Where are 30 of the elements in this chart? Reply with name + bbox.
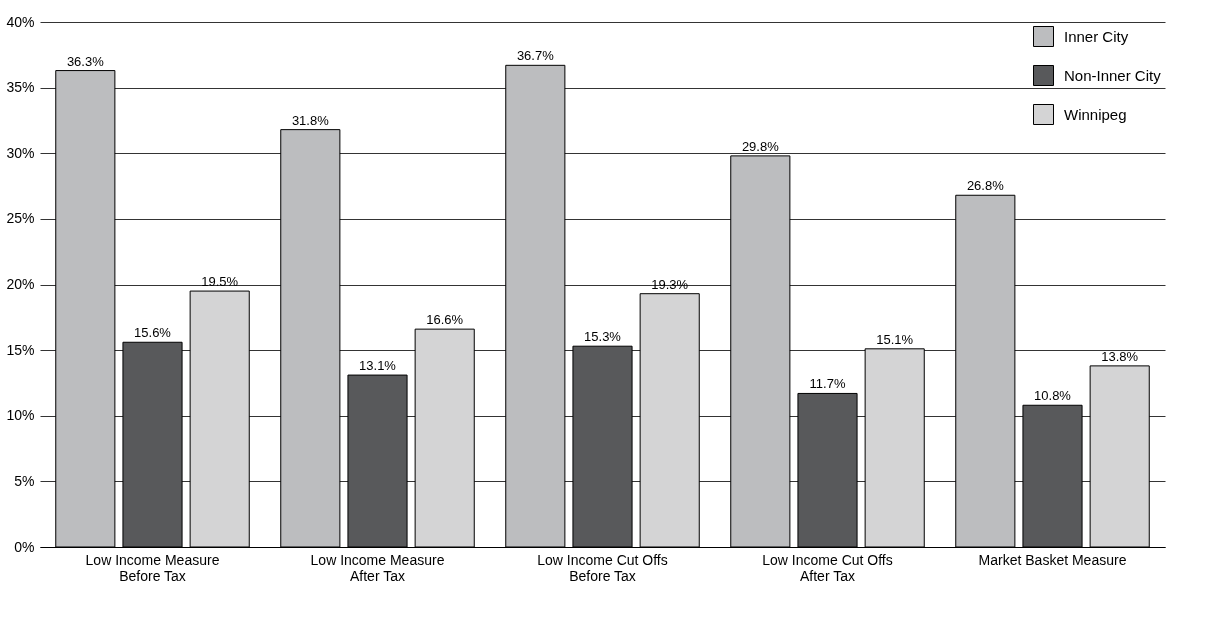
data-label: 36.7% [516, 48, 555, 64]
data-label: 16.6% [426, 312, 464, 328]
y-tick-label: 35% [6, 79, 35, 96]
x-tick-label: Market Basket Measure [978, 551, 1127, 568]
y-tick-label: 40% [6, 13, 35, 30]
y-tick-label: 25% [6, 210, 35, 227]
y-tick-label: 15% [6, 341, 35, 358]
legend-label: Non-Inner City [1064, 66, 1162, 84]
data-label: 29.8% [741, 138, 780, 154]
x-tick-label: Low Income Cut Offs After Tax [762, 551, 893, 584]
data-label: 10.8% [1034, 388, 1072, 404]
x-tick-label: Low Income Cut Offs Before Tax [537, 551, 668, 584]
data-label: 15.3% [584, 329, 622, 345]
data-label: 15.1% [876, 331, 914, 347]
data-label: 31.8% [291, 112, 330, 128]
y-tick-label: 20% [6, 276, 35, 292]
data-label: 26.8% [966, 178, 1005, 194]
x-tick-label: Low Income Measure Before Tax [85, 551, 220, 584]
data-label: 11.7% [809, 376, 846, 392]
data-label: 15.6% [134, 325, 172, 341]
legend-label: Inner City [1064, 27, 1129, 45]
y-tick-label: 5% [14, 472, 35, 489]
legend-label: Winnipeg [1064, 105, 1127, 123]
data-label: 36.3% [66, 53, 105, 69]
y-tick-label: 10% [6, 407, 35, 424]
data-label: 13.8% [1101, 348, 1139, 364]
x-tick-label: Low Income Measure After Tax [310, 551, 445, 584]
y-tick-label: 0% [14, 538, 35, 555]
data-label: 13.1% [359, 358, 397, 374]
y-tick-label: 30% [6, 144, 35, 161]
